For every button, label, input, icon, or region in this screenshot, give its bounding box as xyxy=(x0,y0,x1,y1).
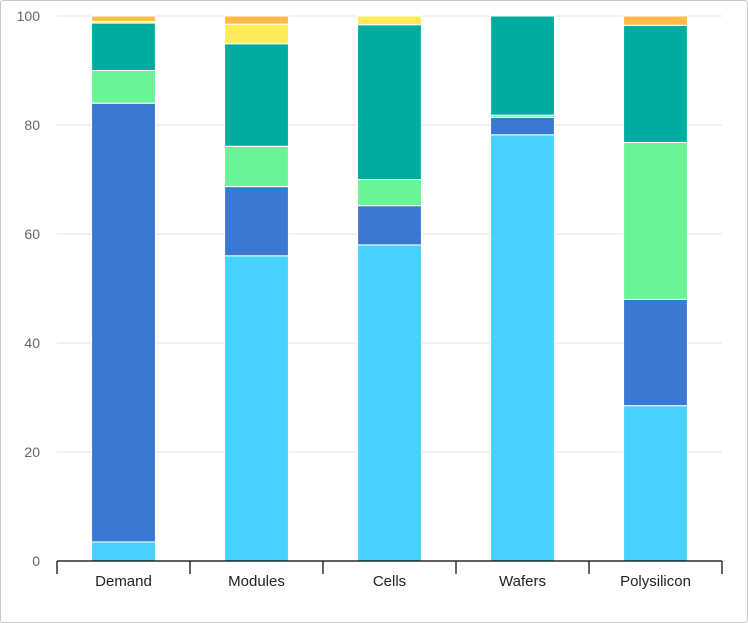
x-category-label: Modules xyxy=(228,573,285,590)
bar-segment xyxy=(357,15,422,26)
bar-segment xyxy=(91,541,156,562)
bar-segment xyxy=(91,70,156,104)
bar-segment xyxy=(224,186,289,257)
bar-segment xyxy=(490,15,555,116)
bar-segment xyxy=(490,134,555,562)
bar-segment xyxy=(623,15,688,26)
bar-segment xyxy=(91,22,156,71)
x-category-label: Demand xyxy=(95,573,152,590)
bar-segment xyxy=(91,15,156,22)
x-category-label: Cells xyxy=(373,573,406,590)
y-tick-label: 60 xyxy=(24,226,40,242)
bars xyxy=(91,15,688,562)
bar-segment xyxy=(224,15,289,25)
x-axis-category-labels: Demand Modules Cells Wafers Polysilicon xyxy=(95,573,691,590)
x-axis xyxy=(56,560,723,574)
bar-segment xyxy=(224,255,289,562)
bar-segment xyxy=(357,179,422,207)
y-tick-label: 100 xyxy=(17,8,41,24)
bar-segment xyxy=(357,244,422,562)
bar-segment xyxy=(224,43,289,147)
bar-segment xyxy=(224,23,289,45)
bar-segment xyxy=(623,24,688,143)
y-tick-label: 0 xyxy=(32,553,40,569)
y-tick-label: 40 xyxy=(24,335,40,351)
bar-segment xyxy=(623,405,688,562)
x-category-label: Wafers xyxy=(499,573,546,590)
bar-segment xyxy=(623,298,688,407)
y-tick-label: 20 xyxy=(24,444,40,460)
bar-segment xyxy=(357,24,422,180)
bar-segment xyxy=(623,141,688,300)
bar-segment xyxy=(91,102,156,543)
bar-segment xyxy=(357,205,422,246)
x-category-label: Polysilicon xyxy=(620,573,691,590)
bar-segment xyxy=(490,116,555,136)
y-tick-label: 80 xyxy=(24,117,40,133)
bar-segment xyxy=(224,145,289,188)
y-axis-tick-labels: 0 20 40 60 80 100 xyxy=(17,8,41,569)
